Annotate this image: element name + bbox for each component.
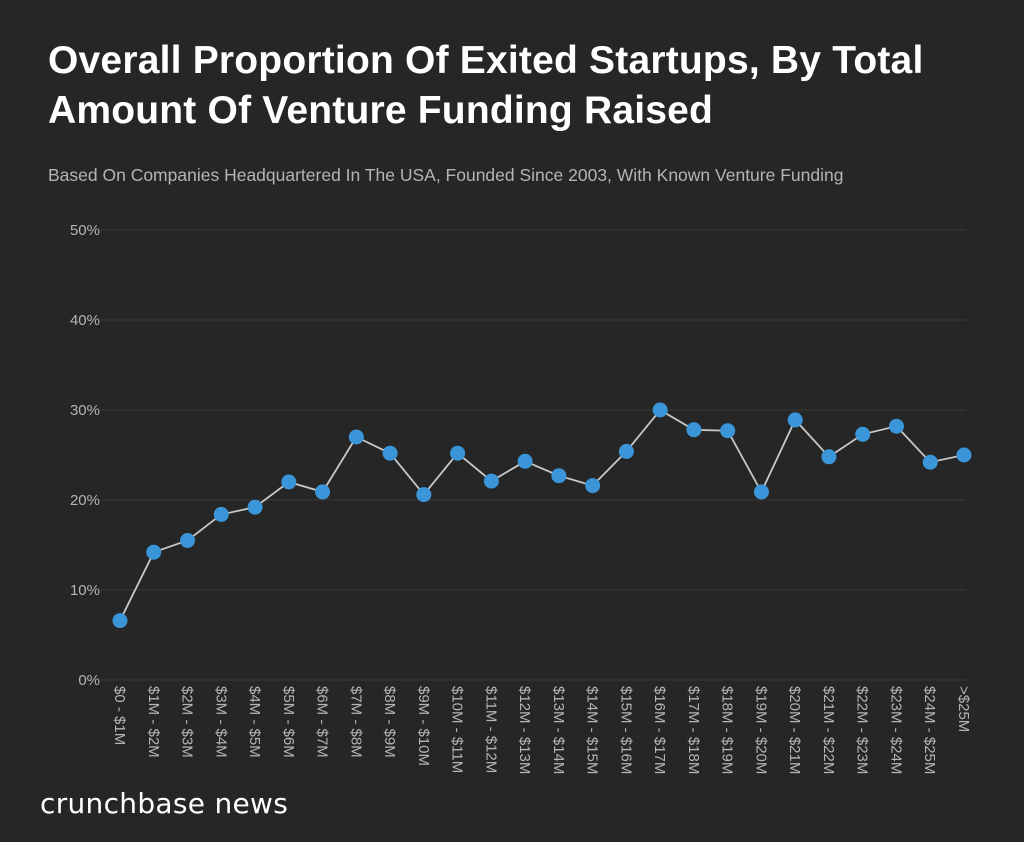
data-point xyxy=(686,422,702,438)
x-tick-label: $0 - $1M xyxy=(111,686,128,745)
x-tick-label: $7M - $8M xyxy=(347,686,364,758)
gridlines xyxy=(100,229,966,681)
y-tick-label: 50% xyxy=(70,222,100,239)
x-tick-label: $8M - $9M xyxy=(381,686,398,758)
data-point xyxy=(652,402,668,418)
y-tick-label: 40% xyxy=(70,312,100,329)
chart-title: Overall Proportion Of Exited Startups, B… xyxy=(48,39,924,132)
data-point xyxy=(146,544,162,560)
x-tick-label: $2M - $3M xyxy=(179,686,196,758)
x-tick-label: $22M - $23M xyxy=(854,686,871,774)
x-tick-label: $23M - $24M xyxy=(887,686,904,774)
data-point xyxy=(483,473,499,489)
x-tick-label: $5M - $6M xyxy=(280,686,297,758)
data-point xyxy=(753,484,769,500)
data-point xyxy=(180,533,196,548)
data-point xyxy=(281,474,297,490)
data-point xyxy=(787,412,803,428)
x-tick-label: $13M - $14M xyxy=(550,686,567,774)
y-tick-label: 10% xyxy=(70,582,100,599)
data-point xyxy=(821,449,837,465)
x-tick-label: $12M - $13M xyxy=(516,686,533,774)
data-point xyxy=(112,613,128,629)
data-point xyxy=(416,487,432,503)
x-tick-label: $17M - $18M xyxy=(685,686,702,774)
data-point xyxy=(450,445,466,461)
x-tick-label: $4M - $5M xyxy=(246,686,263,758)
x-tick-label: $24M - $25M xyxy=(921,686,938,774)
data-point xyxy=(382,445,398,461)
x-tick-label: $6M - $7M xyxy=(314,686,331,758)
crunchbase-news-logo: crunchbase news xyxy=(40,787,289,820)
series-line-layer xyxy=(119,408,965,621)
x-tick-label: $11M - $12M xyxy=(482,686,499,773)
y-tick-label: 0% xyxy=(78,672,100,689)
data-point xyxy=(315,484,331,500)
x-tick-label: $15M - $16M xyxy=(617,686,634,774)
y-tick-label: 20% xyxy=(70,492,100,509)
data-point xyxy=(618,443,634,459)
x-tick-label: $16M - $17M xyxy=(651,686,668,774)
chart-subtitle: Based On Companies Headquartered In The … xyxy=(48,165,844,185)
data-point xyxy=(888,418,904,434)
x-tick-label: $18M - $19M xyxy=(719,686,736,774)
series-line xyxy=(119,408,965,621)
data-point xyxy=(585,478,601,494)
x-tick-label: $1M - $2M xyxy=(145,686,162,758)
data-point xyxy=(956,447,972,463)
data-point xyxy=(720,423,736,439)
data-point xyxy=(855,426,871,442)
data-point xyxy=(247,499,263,515)
data-point xyxy=(922,454,938,470)
data-point xyxy=(517,453,533,469)
x-tick-label: $14M - $15M xyxy=(584,686,601,774)
data-point xyxy=(551,468,567,484)
x-tick-label: $20M - $21M xyxy=(786,686,803,774)
x-tick-label: $9M - $10M xyxy=(415,686,432,766)
data-point xyxy=(348,429,364,445)
x-tick-label: $19M - $20M xyxy=(752,686,769,774)
x-tick-label: $3M - $4M xyxy=(212,686,229,758)
data-point xyxy=(213,506,229,522)
x-tick-label: $21M - $22M xyxy=(820,686,837,774)
y-tick-label: 30% xyxy=(70,402,100,419)
x-axis-tick-labels: $0 - $1M $1M - $2M $2M - $3M $3M - $4M $4M -… xyxy=(111,686,972,774)
y-axis-tick-labels: 0% 10% 20% 30% 40% 50% xyxy=(70,222,100,689)
series-points xyxy=(112,402,972,629)
x-tick-label: $10M - $11M xyxy=(449,686,466,773)
x-tick-label: >$25M xyxy=(955,686,972,732)
